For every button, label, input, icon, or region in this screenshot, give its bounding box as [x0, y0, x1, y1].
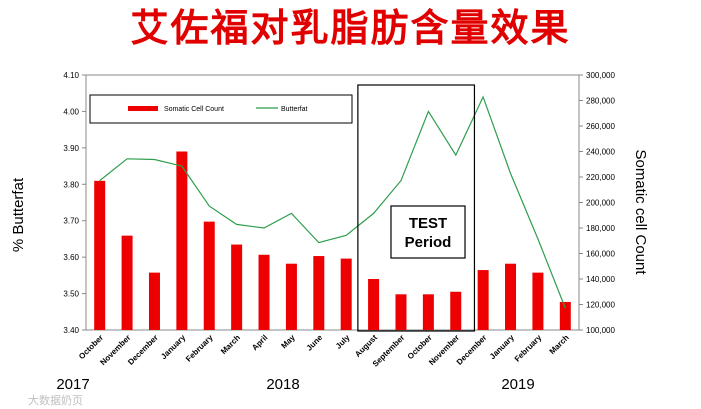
category-label: June — [305, 333, 325, 353]
right-tick-label: 180,000 — [586, 224, 615, 233]
category-label: August — [353, 333, 379, 359]
left-tick-label: 3.80 — [63, 180, 79, 189]
left-tick-label: 3.90 — [63, 144, 79, 153]
scc-bar — [450, 291, 462, 330]
scc-bar — [368, 279, 380, 330]
scc-bar — [422, 294, 434, 330]
scc-bar — [285, 263, 297, 330]
scc-bar — [395, 294, 407, 330]
scc-bar — [94, 180, 106, 330]
right-tick-label: 280,000 — [586, 97, 615, 106]
left-tick-label: 4.00 — [63, 107, 79, 116]
scc-bar — [121, 235, 133, 330]
left-tick-label: 3.40 — [63, 326, 79, 335]
right-tick-label: 200,000 — [586, 199, 615, 208]
year-label: 2019 — [501, 376, 534, 393]
watermark: 大数据奶页 — [28, 393, 83, 407]
left-tick-label: 4.10 — [63, 71, 79, 80]
left-axis-title: % Butterfat — [10, 177, 27, 252]
test-period-label-line1: TEST — [409, 215, 447, 232]
legend-swatch-scc — [128, 106, 158, 111]
page-title: 艾佐福对乳脂肪含量效果 — [130, 5, 571, 50]
category-label: February — [184, 333, 215, 364]
right-tick-label: 100,000 — [586, 326, 615, 335]
left-tick-label: 3.70 — [63, 217, 79, 226]
right-tick-label: 300,000 — [586, 71, 615, 80]
scc-bar — [340, 258, 352, 330]
category-label: July — [334, 333, 352, 351]
year-label: 2018 — [266, 376, 299, 393]
test-period-label-box — [390, 205, 466, 259]
scc-bar — [532, 272, 544, 330]
scc-bar — [203, 221, 215, 330]
right-tick-label: 240,000 — [586, 148, 615, 157]
scc-bar — [176, 151, 188, 330]
left-tick-label: 3.60 — [63, 253, 79, 262]
category-label: March — [219, 333, 242, 356]
scc-bar — [505, 263, 517, 330]
test-period-label-line2: Period — [405, 234, 452, 251]
category-label: March — [548, 333, 571, 356]
category-label: April — [250, 333, 269, 352]
butterfat-line — [99, 95, 566, 309]
legend-label-butterfat: Butterfat — [281, 106, 308, 113]
category-label: December — [126, 333, 160, 367]
scc-bar — [231, 244, 243, 330]
right-tick-label: 120,000 — [586, 301, 615, 310]
right-tick-label: 160,000 — [586, 250, 615, 259]
scc-bar — [559, 301, 571, 330]
right-tick-label: 140,000 — [586, 275, 615, 284]
test-period-box — [357, 84, 476, 332]
left-tick-label: 3.50 — [63, 290, 79, 299]
category-label: February — [513, 333, 544, 364]
right-tick-label: 220,000 — [586, 173, 615, 182]
category-label: December — [455, 333, 489, 367]
scc-bar — [313, 256, 325, 330]
right-tick-label: 260,000 — [586, 122, 615, 131]
legend-label-scc: Somatic Cell Count — [164, 106, 224, 113]
right-axis-title: Somatic cell Count — [632, 149, 649, 275]
scc-bar — [258, 254, 270, 330]
scc-bar — [148, 272, 160, 330]
category-label: May — [279, 333, 297, 351]
year-label: 2017 — [56, 376, 89, 393]
scc-bar — [477, 270, 489, 330]
